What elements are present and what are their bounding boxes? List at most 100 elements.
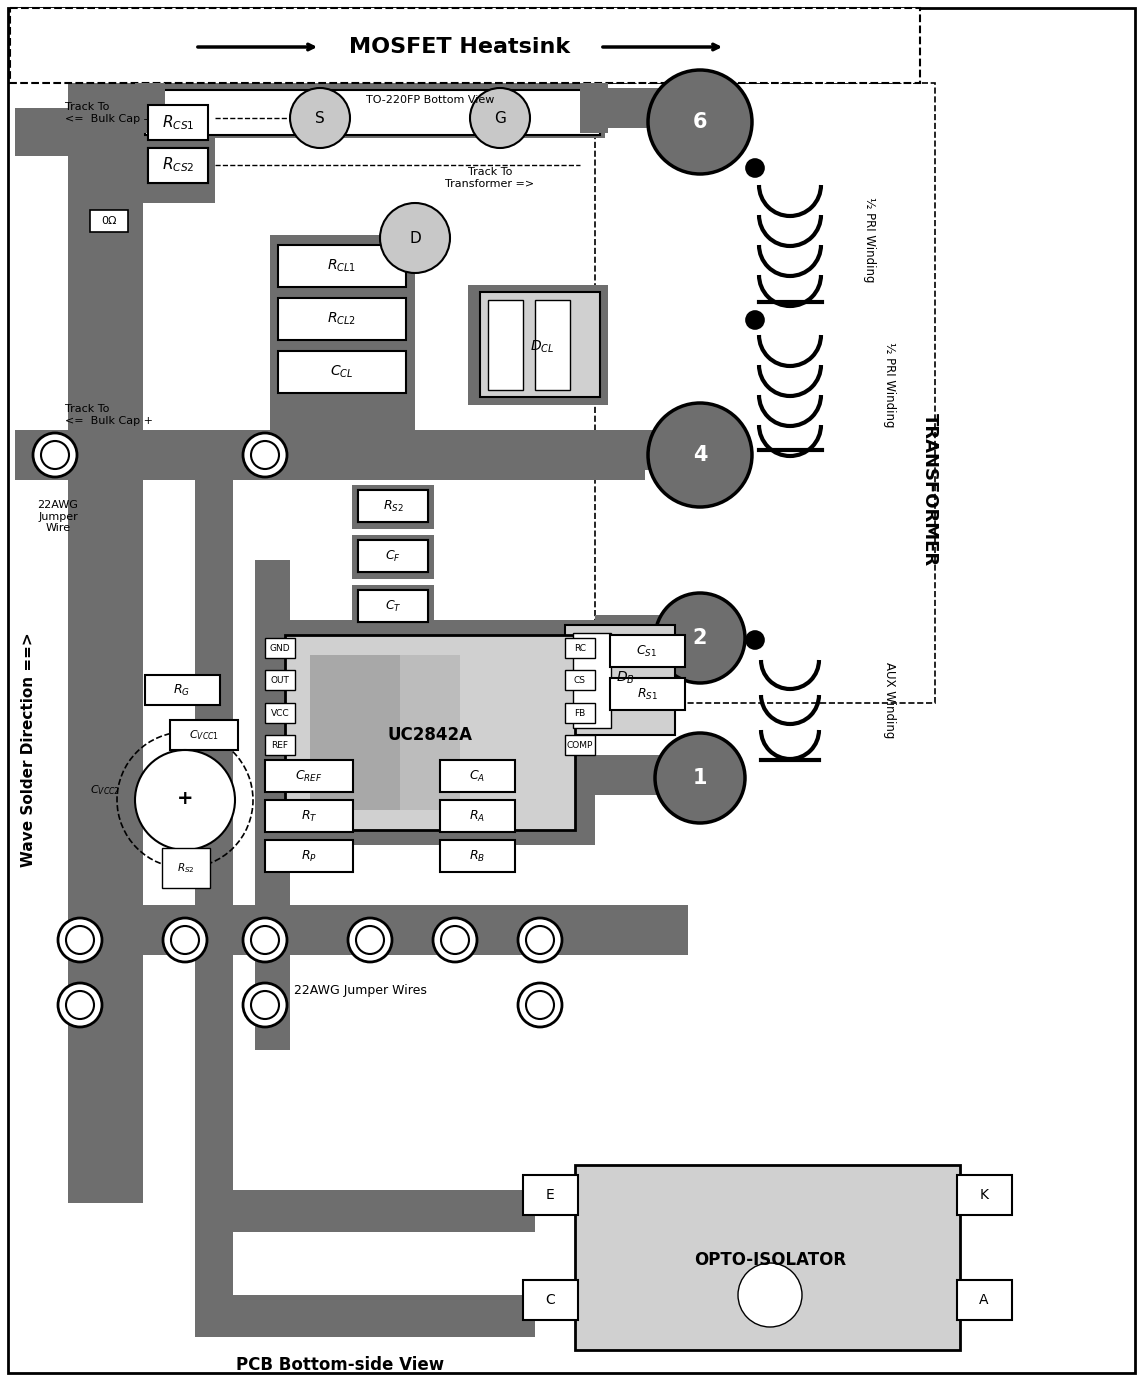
Circle shape	[433, 918, 477, 962]
Circle shape	[526, 926, 554, 954]
Bar	[440, 800, 515, 832]
Text: $C_{S1}$: $C_{S1}$	[637, 643, 657, 658]
Text: PCB Bottom-side View: PCB Bottom-side View	[235, 1357, 445, 1374]
Bar	[523, 1174, 578, 1214]
Text: Track To
Transformer =>: Track To Transformer =>	[446, 167, 535, 189]
Text: 22AWG
Jumper
Wire: 22AWG Jumper Wire	[38, 500, 79, 533]
Text: OPTO-ISOLATOR: OPTO-ISOLATOR	[694, 1252, 846, 1270]
Bar	[67, 83, 143, 1203]
Bar	[278, 351, 406, 393]
Text: $R_{CS1}$: $R_{CS1}$	[161, 113, 194, 132]
Bar	[145, 90, 600, 135]
Text: $R_{CL2}$: $R_{CL2}$	[328, 310, 357, 327]
Text: $C_F$: $C_F$	[385, 548, 401, 563]
Circle shape	[746, 310, 764, 328]
Bar	[596, 83, 935, 702]
Text: ½ PRI Winding: ½ PRI Winding	[884, 342, 896, 428]
Text: 4: 4	[693, 444, 708, 465]
Bar	[265, 800, 353, 832]
Bar	[195, 1100, 233, 1201]
Bar	[310, 656, 400, 810]
Bar	[10, 8, 920, 83]
Bar	[278, 290, 406, 298]
Text: $R_{CL1}$: $R_{CL1}$	[327, 258, 357, 275]
Bar	[565, 625, 676, 736]
Text: FB: FB	[575, 708, 585, 718]
Bar	[596, 755, 695, 795]
Text: REF: REF	[272, 741, 288, 749]
Text: $R_{S1}$: $R_{S1}$	[637, 686, 657, 701]
Text: $R_T$: $R_T$	[301, 809, 318, 824]
Circle shape	[655, 593, 745, 683]
Circle shape	[526, 991, 554, 1018]
Bar	[265, 702, 295, 723]
Text: $R_{CS2}$: $R_{CS2}$	[162, 156, 194, 174]
Text: $C_T$: $C_T$	[385, 599, 401, 614]
Circle shape	[58, 983, 102, 1027]
Circle shape	[243, 433, 287, 477]
Text: $C_{REF}$: $C_{REF}$	[295, 769, 322, 784]
Bar	[580, 83, 608, 132]
Bar	[467, 286, 608, 404]
Text: E: E	[545, 1188, 554, 1202]
Circle shape	[648, 403, 752, 506]
Text: TO-220FP Bottom View: TO-220FP Bottom View	[366, 95, 494, 105]
Text: AUX Winding: AUX Winding	[884, 662, 896, 738]
Bar	[358, 490, 427, 522]
Text: $R_P$: $R_P$	[301, 849, 317, 864]
Text: OUT: OUT	[271, 675, 289, 684]
Bar	[265, 620, 596, 845]
Circle shape	[171, 926, 199, 954]
Bar	[265, 760, 353, 792]
Text: MOSFET Heatsink: MOSFET Heatsink	[350, 37, 570, 57]
Bar	[610, 635, 685, 667]
Circle shape	[66, 991, 94, 1018]
Text: $D_B$: $D_B$	[616, 669, 634, 686]
Bar	[265, 638, 295, 658]
Bar	[596, 88, 695, 128]
Bar	[265, 736, 295, 755]
Circle shape	[379, 203, 450, 273]
Circle shape	[163, 918, 207, 962]
Text: $R_A$: $R_A$	[469, 809, 485, 824]
Circle shape	[660, 81, 740, 161]
Circle shape	[441, 926, 469, 954]
Text: 22AWG Jumper Wires: 22AWG Jumper Wires	[294, 984, 426, 996]
Text: 1: 1	[693, 769, 708, 788]
Circle shape	[470, 88, 530, 148]
Bar	[278, 344, 406, 351]
Text: COMP: COMP	[567, 741, 593, 749]
Bar	[15, 108, 105, 156]
Bar	[15, 431, 645, 480]
Text: Track To
<=  Bulk Cap +: Track To <= Bulk Cap +	[65, 404, 153, 426]
Text: 6: 6	[693, 112, 708, 132]
Text: C: C	[545, 1293, 554, 1307]
Text: UC2842A: UC2842A	[387, 726, 472, 744]
Bar	[90, 210, 128, 232]
Bar	[596, 615, 695, 656]
Text: D: D	[409, 230, 421, 246]
Bar	[278, 298, 406, 339]
Bar	[278, 246, 406, 287]
Bar	[575, 1165, 960, 1350]
Circle shape	[518, 918, 562, 962]
Bar	[535, 299, 570, 391]
Circle shape	[355, 926, 384, 954]
Bar	[195, 480, 233, 1081]
Bar	[480, 293, 600, 397]
Bar	[565, 736, 596, 755]
Text: $R_{S2}$: $R_{S2}$	[383, 498, 403, 513]
Circle shape	[290, 88, 350, 148]
Text: G: G	[494, 110, 506, 126]
Bar	[358, 540, 427, 571]
Text: K: K	[980, 1188, 989, 1202]
Bar	[139, 148, 215, 203]
Bar	[135, 83, 605, 138]
Bar	[352, 535, 434, 580]
Text: VCC: VCC	[271, 708, 289, 718]
Text: 0Ω: 0Ω	[102, 217, 117, 226]
Bar	[352, 484, 434, 529]
Text: Track To
<=  Bulk Cap –: Track To <= Bulk Cap –	[65, 102, 150, 124]
Bar	[440, 840, 515, 872]
Bar	[285, 635, 575, 829]
